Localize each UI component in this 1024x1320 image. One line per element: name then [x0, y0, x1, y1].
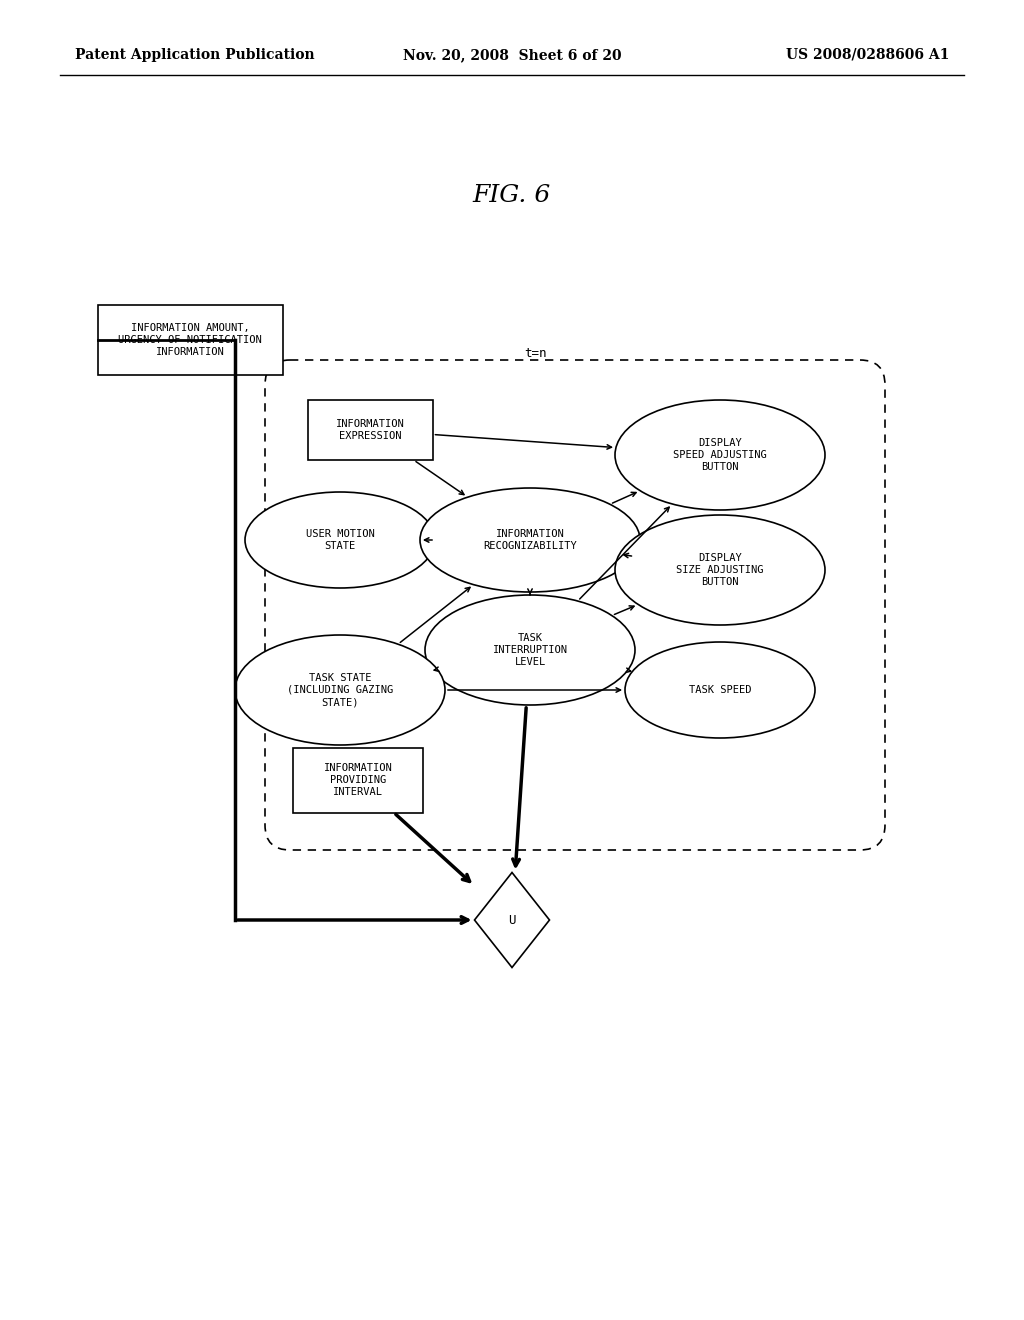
Text: TASK STATE
(INCLUDING GAZING
STATE): TASK STATE (INCLUDING GAZING STATE): [287, 673, 393, 708]
Text: DISPLAY
SPEED ADJUSTING
BUTTON: DISPLAY SPEED ADJUSTING BUTTON: [673, 438, 767, 473]
Polygon shape: [474, 873, 550, 968]
Ellipse shape: [234, 635, 445, 744]
Ellipse shape: [625, 642, 815, 738]
Ellipse shape: [245, 492, 435, 587]
FancyBboxPatch shape: [97, 305, 283, 375]
Ellipse shape: [615, 400, 825, 510]
Text: t=n: t=n: [523, 347, 546, 360]
Text: INFORMATION
PROVIDING
INTERVAL: INFORMATION PROVIDING INTERVAL: [324, 763, 392, 797]
Text: US 2008/0288606 A1: US 2008/0288606 A1: [785, 48, 949, 62]
Text: TASK
INTERRUPTION
LEVEL: TASK INTERRUPTION LEVEL: [493, 632, 567, 668]
Text: INFORMATION
EXPRESSION: INFORMATION EXPRESSION: [336, 418, 404, 441]
Text: DISPLAY
SIZE ADJUSTING
BUTTON: DISPLAY SIZE ADJUSTING BUTTON: [676, 553, 764, 587]
Text: Patent Application Publication: Patent Application Publication: [75, 48, 314, 62]
FancyBboxPatch shape: [293, 747, 423, 813]
Ellipse shape: [425, 595, 635, 705]
Text: INFORMATION
RECOGNIZABILITY: INFORMATION RECOGNIZABILITY: [483, 529, 577, 552]
Ellipse shape: [420, 488, 640, 591]
Text: Nov. 20, 2008  Sheet 6 of 20: Nov. 20, 2008 Sheet 6 of 20: [402, 48, 622, 62]
Text: INFORMATION AMOUNT,
URGENCY OF NOTIFICATION
INFORMATION: INFORMATION AMOUNT, URGENCY OF NOTIFICAT…: [118, 322, 262, 358]
FancyBboxPatch shape: [307, 400, 432, 459]
Text: U: U: [508, 913, 516, 927]
Text: USER MOTION
STATE: USER MOTION STATE: [305, 529, 375, 552]
Text: TASK SPEED: TASK SPEED: [689, 685, 752, 696]
Ellipse shape: [615, 515, 825, 624]
Text: FIG. 6: FIG. 6: [473, 183, 551, 206]
